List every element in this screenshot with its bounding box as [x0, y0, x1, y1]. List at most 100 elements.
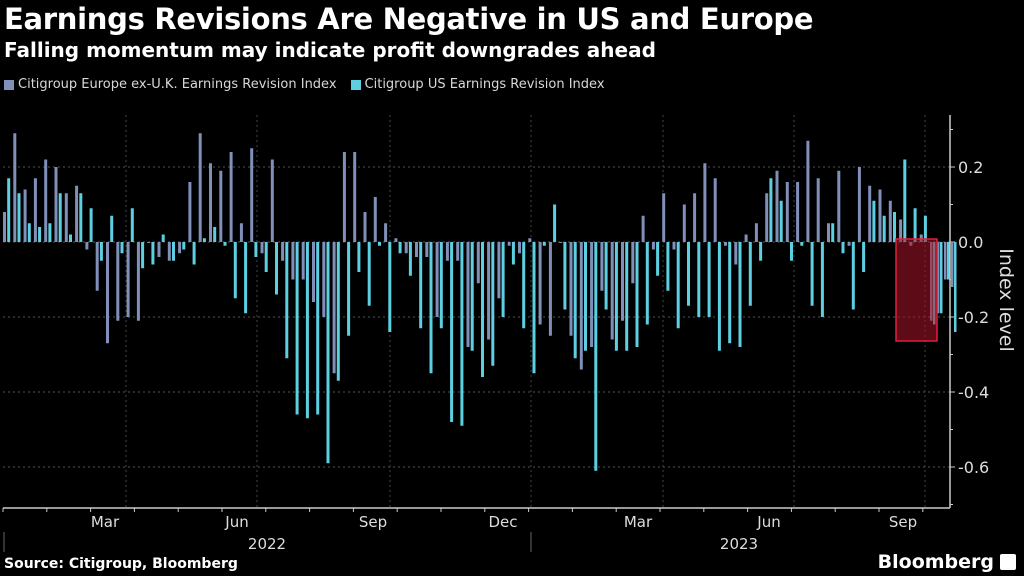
bar-us — [573, 242, 577, 359]
bar-europe — [312, 242, 315, 302]
bar-europe — [209, 163, 212, 242]
bar-europe — [363, 212, 367, 242]
bar-us — [244, 242, 248, 314]
bar-europe — [734, 242, 738, 265]
bar-europe — [937, 242, 940, 314]
bar-us — [120, 242, 124, 254]
bar-europe — [85, 242, 89, 250]
bar-us — [656, 242, 660, 276]
x-month-label: Sep — [889, 513, 917, 531]
bar-us — [326, 242, 330, 464]
bar-europe — [332, 242, 336, 374]
bar-europe — [621, 242, 624, 321]
bar-europe — [13, 133, 17, 242]
bar-europe — [518, 242, 521, 254]
bar-us — [99, 242, 103, 261]
bar-europe — [23, 189, 27, 242]
bar-europe — [579, 242, 583, 370]
bar-us — [48, 223, 52, 242]
bar-europe — [136, 242, 140, 321]
bar-us — [851, 242, 855, 310]
bloomberg-logo: Bloomberg — [877, 551, 994, 573]
bar-europe — [765, 193, 769, 242]
x-year-label: 2023 — [720, 535, 758, 553]
bar-us — [893, 212, 896, 242]
bar-us — [841, 242, 845, 254]
bar-us — [882, 215, 886, 242]
bar-us — [903, 159, 907, 242]
legend-swatch-us — [350, 79, 361, 90]
bar-us — [738, 242, 742, 347]
bar-europe — [456, 242, 460, 261]
bar-us — [110, 215, 114, 242]
bar-europe — [703, 163, 707, 242]
bar-europe — [651, 242, 655, 250]
bar-europe — [44, 159, 48, 242]
bar-us — [419, 242, 423, 329]
bar-us — [254, 242, 258, 257]
bar-us — [7, 178, 11, 242]
bar-europe — [75, 185, 79, 242]
bar-europe — [54, 167, 58, 242]
bar-europe — [353, 152, 357, 242]
bar-us — [831, 223, 835, 242]
bar-us — [940, 242, 943, 314]
bar-europe — [775, 170, 779, 242]
bar-europe — [662, 193, 666, 242]
bar-europe — [229, 152, 233, 242]
bar-us — [439, 242, 443, 329]
bar-europe — [466, 242, 470, 347]
bar-europe — [827, 223, 830, 242]
bar-europe — [590, 242, 594, 347]
bar-europe — [806, 140, 810, 242]
y-axis-label: Index level — [995, 248, 1017, 352]
bar-europe — [64, 193, 68, 242]
bar-europe — [157, 242, 161, 257]
bar-europe — [250, 148, 254, 242]
bar-us — [305, 242, 309, 419]
bar-europe — [239, 223, 243, 242]
bar-europe — [373, 197, 377, 242]
y-tick-label: -0.2 — [958, 308, 989, 327]
bar-us — [367, 242, 371, 306]
bar-us — [130, 208, 134, 242]
bar-europe — [291, 242, 295, 280]
bar-europe — [445, 242, 449, 261]
bar-europe — [548, 242, 552, 336]
bar-europe — [95, 242, 99, 291]
bar-europe — [3, 212, 6, 242]
bar-us — [728, 242, 732, 344]
bar-us — [141, 242, 145, 269]
bar-us — [408, 242, 412, 276]
bar-us — [58, 193, 62, 242]
bar-us — [913, 208, 917, 242]
bar-us — [161, 234, 165, 242]
source-note: Source: Citigroup, Bloomberg — [4, 556, 238, 572]
bar-us — [614, 242, 618, 351]
bar-europe — [951, 242, 954, 287]
bar-europe — [476, 242, 480, 284]
bar-us — [182, 242, 186, 250]
bar-us — [810, 242, 814, 306]
chart-subtitle: Falling momentum may indicate profit dow… — [4, 38, 656, 62]
bar-us — [947, 242, 950, 280]
bar-europe — [106, 242, 109, 344]
legend-label-us: Citigroup US Earnings Revision Index — [364, 77, 605, 92]
bar-europe — [713, 178, 717, 242]
bar-europe — [487, 242, 491, 340]
bar-us — [388, 242, 392, 332]
bar-us — [594, 242, 598, 471]
bar-us — [923, 215, 927, 242]
bar-us — [491, 242, 495, 366]
bar-us — [790, 242, 793, 261]
y-tick-label: 0.2 — [958, 158, 983, 177]
bar-us — [687, 242, 690, 306]
bar-us — [645, 242, 649, 325]
bar-us — [532, 242, 536, 374]
bar-us — [625, 242, 629, 351]
bar-us — [69, 234, 72, 242]
bar-us — [676, 242, 680, 329]
bar-us — [563, 242, 567, 310]
bar-europe — [394, 238, 398, 242]
